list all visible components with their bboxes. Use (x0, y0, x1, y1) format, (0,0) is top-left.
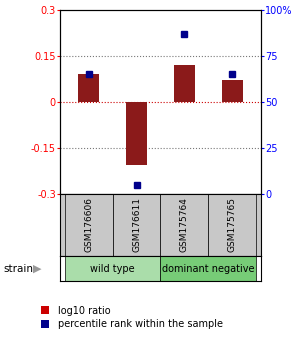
Bar (160, 256, 256, 281)
Bar (221, 80, 243, 102)
Text: GSM176606: GSM176606 (84, 198, 93, 252)
Text: GSM175765: GSM175765 (228, 198, 237, 252)
Bar (126, 102, 147, 165)
Text: GSM175764: GSM175764 (180, 198, 189, 252)
Bar (160, 194, 208, 256)
Text: dominant negative: dominant negative (162, 264, 255, 274)
Bar (174, 65, 195, 102)
Legend: log10 ratio, percentile rank within the sample: log10 ratio, percentile rank within the … (35, 306, 223, 329)
Bar (112, 194, 160, 256)
Bar (78, 74, 100, 102)
Text: strain: strain (3, 264, 33, 274)
Text: wild type: wild type (90, 264, 135, 274)
Bar (65, 194, 112, 256)
Bar (208, 194, 256, 256)
Text: GSM176611: GSM176611 (132, 198, 141, 252)
Text: ▶: ▶ (33, 264, 42, 274)
Bar (65, 256, 160, 281)
